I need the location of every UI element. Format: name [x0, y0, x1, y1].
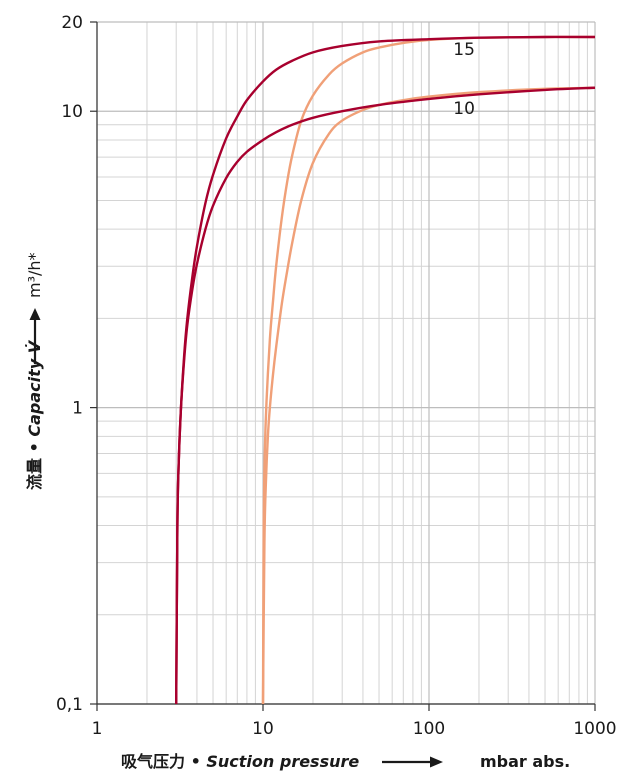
- x-tick-label: 1: [92, 719, 103, 739]
- curve-label-15: 15: [453, 40, 475, 60]
- axes: [90, 21, 596, 711]
- series-line-10: [261, 86, 596, 705]
- x-tick-label: 10: [252, 719, 274, 739]
- svg-text:吸气压力 • Suction pressure: 吸气压力 • Suction pressure: [121, 752, 359, 771]
- series-line-15: [261, 35, 596, 705]
- y-axis-title: 流量 • Capacity V̇ m³/h*: [25, 252, 44, 490]
- y-axis-unit: m³/h*: [25, 252, 44, 298]
- y-axis-title-cn: 流量 •: [25, 437, 44, 490]
- y-tick-label: 20: [61, 13, 83, 33]
- plot-background: [97, 22, 595, 704]
- x-axis-title-cn: 吸气压力 •: [121, 752, 206, 771]
- y-tick-label: 10: [61, 102, 83, 122]
- curve-label-10: 10: [453, 99, 475, 119]
- tick-labels: 1 10 100 1000 0,1 1 10 20: [56, 13, 617, 739]
- y-axis-arrow-head: [29, 308, 41, 320]
- x-axis-title: 吸气压力 • Suction pressure mbar abs.: [121, 752, 570, 771]
- x-axis-title-en: Suction pressure: [206, 752, 359, 771]
- x-tick-label: 1000: [573, 719, 616, 739]
- y-tick-label: 1: [72, 399, 83, 419]
- x-tick-label: 100: [413, 719, 445, 739]
- y-axis-title-en: Capacity V̇: [25, 339, 44, 436]
- y-tick-label: 0,1: [56, 695, 83, 715]
- minor-gridlines: [97, 22, 595, 704]
- series-line-10: [175, 86, 596, 705]
- x-axis-unit: mbar abs.: [480, 752, 570, 771]
- svg-text:流量 • Capacity V̇: 流量 • Capacity V̇: [25, 339, 44, 490]
- x-axis-arrow-head: [430, 756, 443, 768]
- series-lines: [175, 35, 596, 705]
